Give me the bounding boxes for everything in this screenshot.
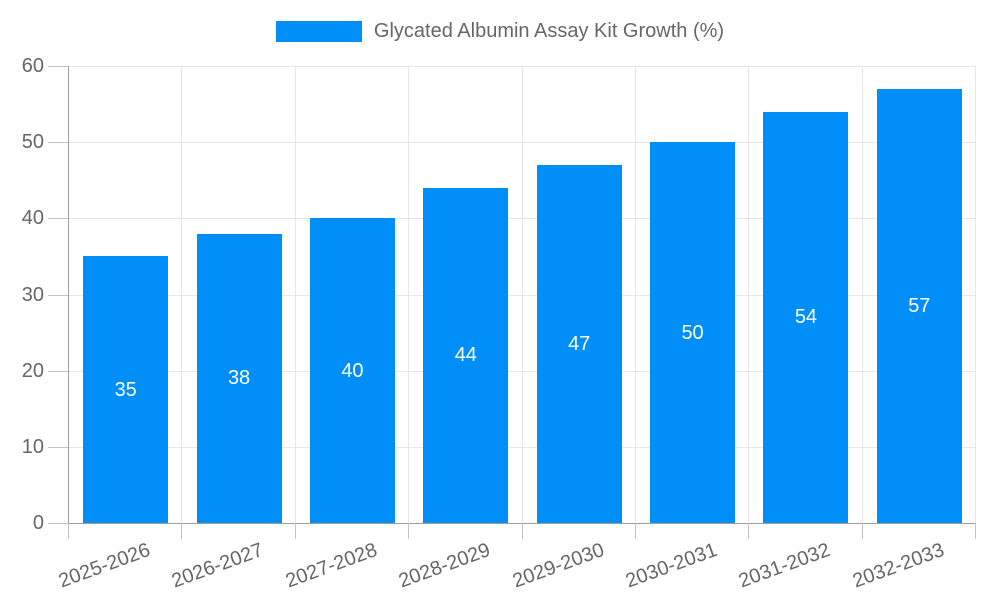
x-tick-label: 2027-2028	[282, 539, 380, 593]
x-tick-mark	[294, 523, 296, 539]
h-gridline	[69, 66, 976, 67]
bar[interactable]	[763, 111, 849, 523]
y-tick-mark	[48, 66, 68, 67]
v-gridline	[975, 66, 976, 523]
bar[interactable]	[423, 187, 509, 523]
bar-value-label: 50	[681, 321, 704, 344]
v-gridline	[408, 66, 410, 523]
bar-value-label: 44	[454, 344, 477, 367]
y-tick-label: 20	[21, 359, 44, 382]
h-gridline	[69, 294, 976, 296]
bar-value-label: 40	[341, 359, 364, 382]
bar-value-label: 57	[908, 294, 931, 317]
bar[interactable]	[83, 256, 169, 523]
x-tick-label: 2026-2027	[169, 539, 267, 593]
x-tick-label: 2028-2029	[395, 539, 494, 593]
x-tick-label: 2030-2031	[622, 539, 721, 593]
y-tick-label: 30	[21, 283, 44, 306]
x-tick-mark	[748, 523, 750, 539]
v-gridline	[521, 66, 523, 523]
x-tick-mark	[408, 523, 410, 539]
h-gridline	[69, 142, 976, 144]
plot-area: 35 38 40 44 47 50 54 57 2025-2026 2026-2027 2027-…	[48, 66, 976, 592]
y-tick-mark	[48, 523, 68, 524]
x-tick-label: 2029-2030	[509, 539, 607, 593]
bar-value-label: 47	[568, 333, 591, 355]
y-tick-mark	[48, 218, 68, 220]
bar[interactable]	[650, 142, 736, 523]
bar-value-label: 38	[227, 367, 251, 390]
legend-swatch-icon	[275, 20, 362, 42]
v-gridline	[748, 66, 750, 523]
h-gridline	[69, 218, 976, 220]
h-gridline	[69, 370, 976, 372]
y-tick-label: 0	[32, 512, 44, 534]
y-tick-mark	[48, 294, 68, 296]
x-tick-mark	[68, 523, 69, 539]
x-tick-mark	[975, 523, 976, 539]
v-gridline	[634, 66, 636, 523]
x-tick-mark	[521, 523, 523, 539]
x-tick-mark	[634, 523, 636, 539]
bar-value-label: 35	[114, 378, 137, 401]
x-tick-mark	[861, 523, 863, 539]
v-gridline	[861, 66, 863, 523]
bar[interactable]	[309, 218, 395, 523]
y-tick-label: 60	[21, 55, 44, 77]
x-tick-label: 2032-2033	[849, 539, 947, 593]
y-tick-mark	[48, 446, 68, 448]
x-tick-label: 2025-2026	[55, 539, 154, 593]
y-tick-label: 40	[21, 207, 44, 230]
bar-value-label: 54	[794, 306, 818, 329]
v-gridline	[294, 66, 296, 523]
x-tick-mark	[181, 523, 183, 539]
y-tick-mark	[48, 370, 68, 372]
y-tick-label: 10	[21, 435, 44, 458]
legend-label: Glycated Albumin Assay Kit Growth (%)	[373, 20, 725, 42]
legend[interactable]: Glycated Albumin Assay Kit Growth (%)	[0, 20, 1000, 42]
bar[interactable]	[196, 233, 282, 523]
x-tick-label: 2031-2032	[736, 539, 834, 593]
y-tick-mark	[48, 142, 68, 144]
bar[interactable]	[876, 88, 962, 523]
y-tick-label: 50	[21, 131, 44, 154]
v-gridline	[181, 66, 183, 523]
bar[interactable]	[536, 165, 622, 523]
h-gridline	[69, 446, 976, 448]
